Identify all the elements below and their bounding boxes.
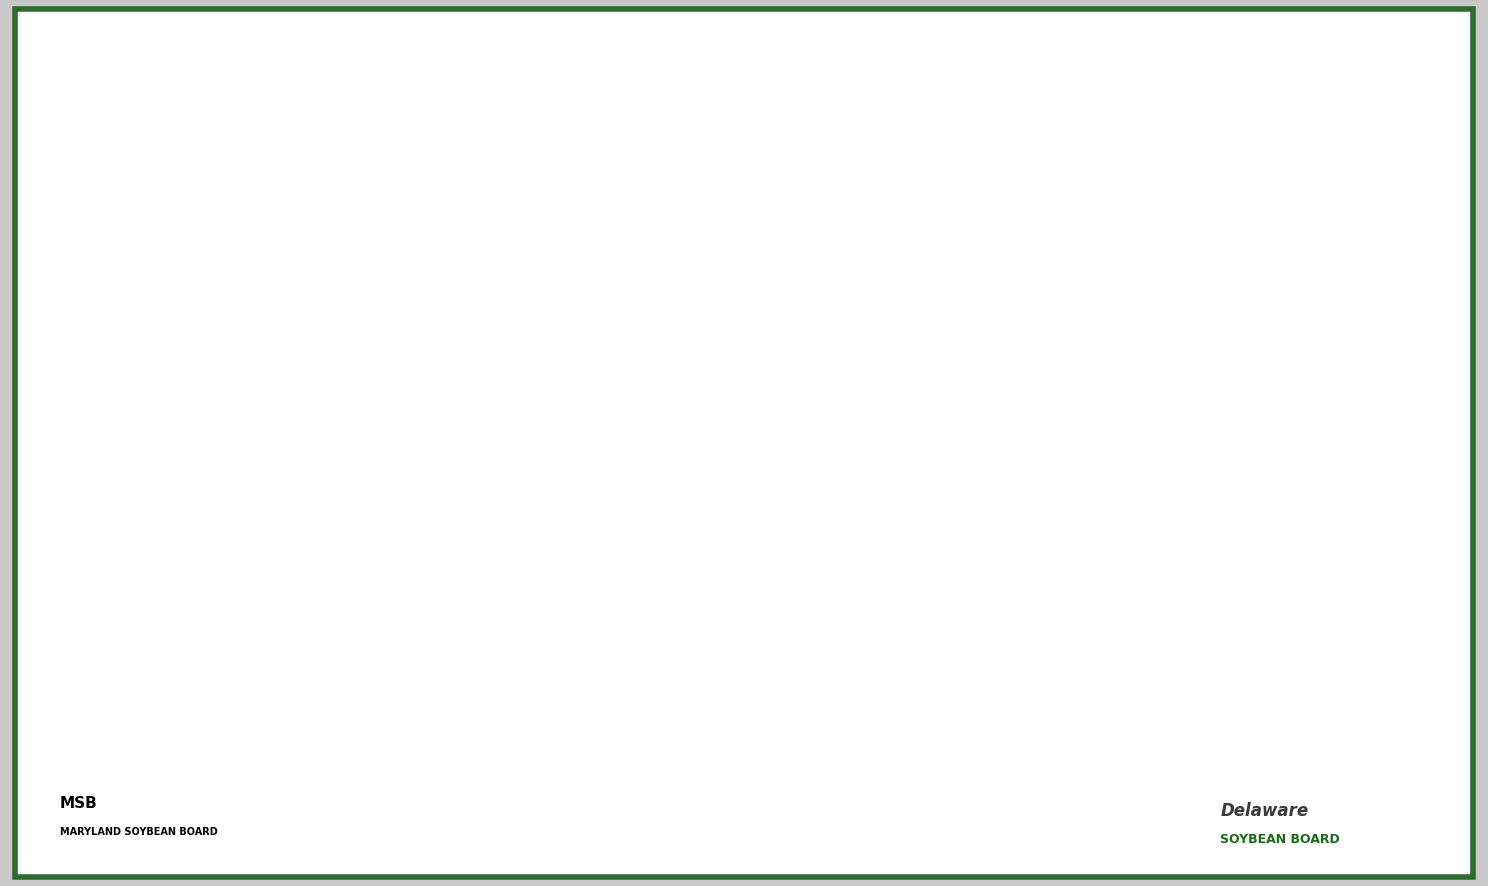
Text: MARYLAND SOYBEAN BOARD: MARYLAND SOYBEAN BOARD xyxy=(60,828,217,837)
Bar xyxy=(625,262,664,691)
Bar xyxy=(808,282,847,691)
Text: Clarksville: Clarksville xyxy=(958,84,1051,103)
Bar xyxy=(769,294,808,691)
Bar xyxy=(1162,218,1201,691)
Text: a: a xyxy=(601,275,612,293)
Bar xyxy=(1306,173,1345,691)
Bar xyxy=(952,211,991,691)
Bar xyxy=(193,230,232,691)
Bar xyxy=(1018,230,1056,691)
Bar xyxy=(1056,282,1095,691)
Text: b: b xyxy=(679,346,689,363)
Text: a: a xyxy=(1110,217,1120,236)
Text: Keedysville: Keedysville xyxy=(1241,84,1344,103)
Bar xyxy=(914,268,952,691)
Bar xyxy=(1384,198,1423,691)
Bar xyxy=(376,352,415,691)
Bar xyxy=(442,262,482,691)
Bar xyxy=(586,300,625,691)
Text: Wye: Wye xyxy=(698,84,737,103)
Bar xyxy=(1240,198,1278,691)
Bar xyxy=(299,371,338,691)
Bar xyxy=(338,358,376,691)
Bar xyxy=(731,268,769,691)
Legend: 1, 2, 3: 1, 2, 3 xyxy=(699,812,878,843)
Bar xyxy=(521,256,559,691)
Text: Delaware: Delaware xyxy=(314,84,400,103)
Bar xyxy=(1345,179,1384,691)
Bar xyxy=(155,205,193,691)
Bar xyxy=(875,276,914,691)
Y-axis label: Yield (bu/acre): Yield (bu/acre) xyxy=(77,343,95,463)
Text: MSB: MSB xyxy=(60,796,97,811)
Text: Delaware: Delaware xyxy=(1220,802,1308,820)
Bar xyxy=(482,256,521,691)
Text: SOYBEAN BOARD: SOYBEAN BOARD xyxy=(1220,833,1339,846)
Bar xyxy=(1095,243,1135,691)
Bar xyxy=(1201,211,1240,691)
Text: b: b xyxy=(927,243,937,261)
Bar xyxy=(232,218,271,691)
Text: a: a xyxy=(640,237,650,254)
Text: b: b xyxy=(888,250,899,268)
Bar xyxy=(664,371,702,691)
